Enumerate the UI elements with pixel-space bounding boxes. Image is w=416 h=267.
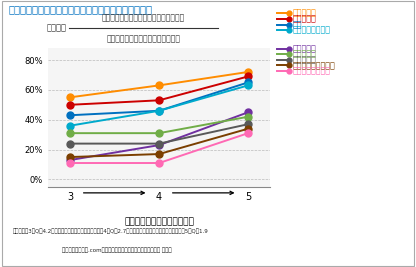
- Text: 各種疾患の改善率と転居した住宅の断熱性能との関係: 各種疾患の改善率と転居した住宅の断熱性能との関係: [8, 4, 152, 14]
- Text: のどの痛み: のどの痛み: [292, 15, 316, 24]
- Text: 【グレード3】Q値4.2（新省エネ基準レベル）【グレード4】Q値2.7（次世代省エネ基準レベル）【グレード5】Q値1.9: 【グレード3】Q値4.2（新省エネ基準レベル）【グレード4】Q値2.7（次世代省…: [12, 228, 208, 234]
- Text: 改善率＝: 改善率＝: [47, 23, 67, 33]
- Text: （出典：断熱住宅.comサイト　資料提供：近畿大学　岩前　篤 教授）: （出典：断熱住宅.comサイト 資料提供：近畿大学 岩前 篤 教授）: [62, 247, 172, 253]
- Text: 肌のかゆみ: 肌のかゆみ: [292, 50, 316, 59]
- Text: 以前の住まいで症状が出ていた人数: 以前の住まいで症状が出ていた人数: [106, 34, 181, 43]
- Text: 手足の冷え: 手足の冷え: [292, 44, 316, 53]
- Text: 目のかゆみ: 目のかゆみ: [292, 55, 316, 64]
- Text: アレルギー性結膜炎: アレルギー性結膜炎: [292, 61, 335, 70]
- Text: 転居後の住宅の断熱グレード: 転居後の住宅の断熱グレード: [124, 217, 194, 226]
- Text: アトピー性皮膚炎: アトピー性皮膚炎: [292, 26, 330, 35]
- Text: 新しい住まいで症状が出なくなった人数: 新しい住まいで症状が出なくなった人数: [102, 14, 185, 23]
- Text: アレルギー性鼻炎: アレルギー性鼻炎: [292, 66, 330, 76]
- Text: せき: せき: [292, 20, 302, 29]
- Text: 気管支喘息: 気管支喘息: [292, 9, 316, 18]
